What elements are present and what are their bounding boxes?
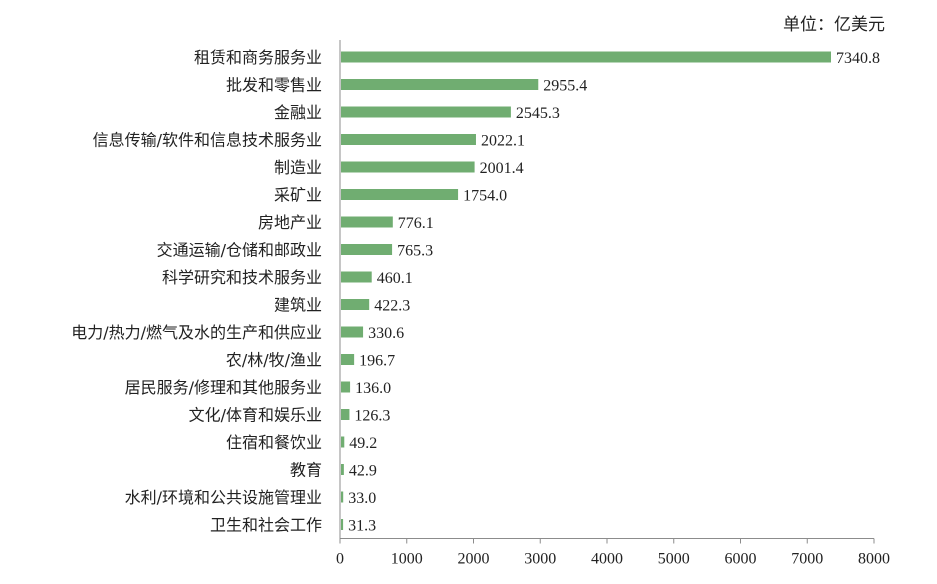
x-tick-label: 5000 [658, 551, 690, 568]
category-label: 居民服务/修理和其他服务业 [125, 378, 322, 397]
category-label: 水利/环境和公共设施管理业 [125, 488, 322, 507]
x-tick-label: 2000 [458, 551, 490, 568]
bars-group [341, 51, 831, 530]
bar [341, 161, 475, 173]
x-tick-label: 1000 [391, 551, 423, 568]
bar [341, 519, 344, 530]
value-label: 776.1 [398, 215, 434, 232]
value-label: 31.3 [348, 518, 376, 535]
category-label: 住宿和餐饮业 [226, 433, 322, 452]
value-label: 460.1 [377, 270, 413, 287]
category-label: 农/林/牧/渔业 [226, 351, 322, 370]
value-label: 136.0 [355, 380, 391, 397]
x-tick-label: 3000 [524, 551, 556, 568]
value-label: 33.0 [348, 490, 376, 507]
x-tick-label: 4000 [591, 551, 623, 568]
bar [341, 134, 476, 145]
bar [341, 491, 344, 503]
category-label: 制造业 [274, 158, 322, 177]
value-label: 1754.0 [463, 188, 507, 205]
bar [341, 381, 351, 393]
category-label: 采矿业 [274, 186, 322, 205]
category-label: 卫生和社会工作 [210, 516, 322, 535]
value-label: 422.3 [374, 298, 410, 315]
category-labels-group: 租赁和商务服务业批发和零售业金融业信息传输/软件和信息技术服务业制造业采矿业房地… [71, 48, 322, 535]
category-label: 建筑业 [274, 296, 322, 315]
category-label: 批发和零售业 [226, 76, 322, 95]
value-label: 42.9 [349, 463, 377, 480]
bar [341, 216, 393, 228]
bar [341, 409, 350, 420]
value-label: 7340.8 [836, 50, 880, 67]
bar [341, 436, 345, 448]
value-label: 196.7 [359, 353, 395, 370]
bar [341, 354, 355, 365]
bar [341, 106, 511, 118]
x-tick-label: 0 [336, 551, 344, 568]
category-label: 教育 [290, 461, 322, 480]
category-label: 金融业 [274, 103, 322, 122]
category-label: 交通运输/仓储和邮政业 [157, 241, 322, 260]
unit-label: 单位：亿美元 [783, 15, 885, 35]
x-tick-label: 6000 [725, 551, 757, 568]
value-label: 330.6 [368, 325, 404, 342]
bar [341, 189, 459, 200]
category-label: 信息传输/软件和信息技术服务业 [93, 131, 322, 150]
bar [341, 326, 364, 338]
value-label: 2545.3 [516, 105, 560, 122]
bar [341, 464, 344, 475]
category-label: 文化/体育和娱乐业 [189, 406, 322, 425]
value-label: 2001.4 [480, 160, 524, 177]
value-label: 765.3 [397, 243, 433, 260]
category-label: 科学研究和技术服务业 [162, 268, 322, 287]
bar [341, 51, 831, 63]
bar [341, 299, 370, 310]
value-label: 49.2 [349, 435, 377, 452]
bar [341, 271, 372, 283]
x-tick-label: 8000 [858, 551, 890, 568]
value-labels-group: 7340.8 2955.4 2545.3 2022.1 2001.4 1754.0 776.… [348, 50, 880, 535]
bar [341, 79, 539, 90]
category-label: 租赁和商务服务业 [194, 48, 322, 67]
x-tick-label: 7000 [791, 551, 823, 568]
value-label: 2022.1 [481, 133, 525, 150]
category-label: 房地产业 [258, 213, 322, 232]
value-label: 126.3 [354, 408, 390, 425]
value-label: 2955.4 [543, 78, 587, 95]
category-label: 电力/热力/燃气及水的生产和供应业 [71, 323, 322, 342]
bar [341, 244, 393, 255]
axes-group: 0 1000 2000 3000 4000 5000 6000 7000 8000 [336, 40, 890, 568]
